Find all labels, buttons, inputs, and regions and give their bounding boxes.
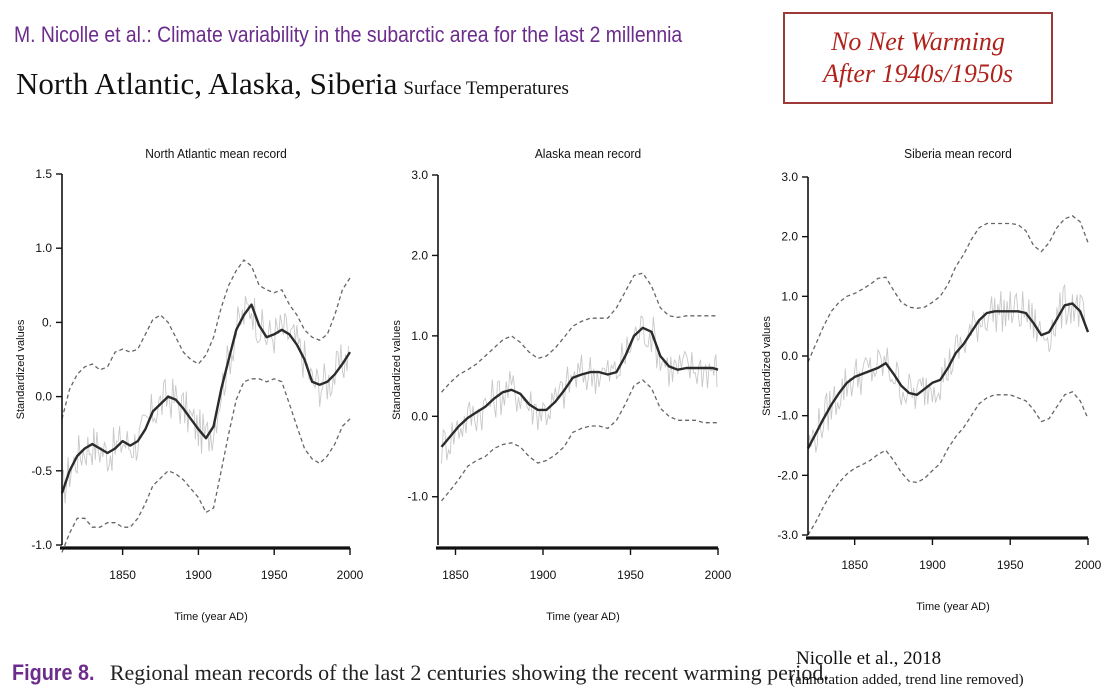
y-tick-label: 3.0 bbox=[411, 168, 428, 182]
x-tick-label: 1850 bbox=[841, 558, 868, 572]
lower-bound-line bbox=[807, 391, 1089, 536]
subtitle-text: Surface Temperatures bbox=[403, 78, 569, 99]
y-tick-label: 0.0 bbox=[411, 409, 428, 423]
caption-text: Regional mean records of the last 2 cent… bbox=[109, 660, 829, 685]
x-tick-label: 1950 bbox=[261, 568, 288, 582]
raw-series-line bbox=[61, 295, 349, 504]
x-tick-label: 1850 bbox=[442, 568, 469, 582]
y-tick-label: 3.0 bbox=[781, 170, 798, 184]
x-tick-label: 2000 bbox=[337, 568, 364, 582]
mean-series-line bbox=[440, 326, 719, 448]
raw-series-line bbox=[441, 315, 718, 464]
y-tick-label: 0.0 bbox=[35, 390, 52, 404]
raw-series-line bbox=[807, 284, 1087, 455]
x-tick-label: 1950 bbox=[997, 558, 1024, 572]
x-tick-label: 2000 bbox=[705, 568, 732, 582]
source-note: (annotation added, trend line removed) bbox=[790, 672, 1024, 688]
upper-bound-line bbox=[61, 259, 351, 420]
figure-label: Figure 8. bbox=[12, 660, 95, 685]
mean-series-line bbox=[60, 303, 352, 494]
y-tick-label: -3.0 bbox=[777, 528, 798, 542]
y-axis-label: Standardized values bbox=[15, 319, 27, 419]
citation-line: M. Nicolle et al.: Climate variability i… bbox=[14, 22, 683, 47]
x-tick-label: 1900 bbox=[185, 568, 212, 582]
x-tick-label: 1950 bbox=[617, 568, 644, 582]
y-tick-label: 0.0 bbox=[781, 349, 798, 363]
title-text: North Atlantic, Alaska, Siberia bbox=[16, 66, 398, 101]
y-axis-label: Standardized values bbox=[391, 320, 403, 420]
north-atlantic-chart: North Atlantic mean record 1.5 1.0 0. 0.0 -0.… bbox=[15, 147, 364, 623]
chart-title: Alaska mean record bbox=[535, 147, 641, 162]
x-tick-label: 1900 bbox=[919, 558, 946, 572]
y-tick-label: -0.5 bbox=[31, 464, 52, 478]
x-tick-label: 2000 bbox=[1075, 558, 1102, 572]
y-tick-label: 1.0 bbox=[411, 329, 428, 343]
source-credit: Nicolle et al., 2018 bbox=[796, 648, 942, 669]
alaska-chart: Alaska mean record 3.0 2.0 1.0 0.0 -1.0 1850 19… bbox=[391, 147, 732, 623]
y-tick-label: 0. bbox=[42, 315, 52, 329]
x-axis-label: Time (year AD) bbox=[174, 611, 248, 623]
chart-title: North Atlantic mean record bbox=[145, 147, 287, 162]
y-tick-label: -1.0 bbox=[407, 490, 428, 504]
annotation-box: No Net Warming After 1940s/1950s bbox=[783, 12, 1053, 104]
y-tick-label: 2.0 bbox=[781, 230, 798, 244]
figure-caption: Figure 8. Regional mean records of the l… bbox=[12, 660, 829, 686]
y-tick-label: -2.0 bbox=[777, 468, 798, 482]
x-tick-label: 1900 bbox=[530, 568, 557, 582]
y-tick-label: -1.0 bbox=[31, 538, 52, 552]
x-axis-label: Time (year AD) bbox=[546, 611, 620, 623]
siberia-chart: Siberia mean record 3.0 2.0 1.0 0.0 -1.0 -2.0 -… bbox=[761, 147, 1102, 613]
y-tick-label: 1.0 bbox=[35, 241, 52, 255]
y-tick-label: -1.0 bbox=[777, 409, 798, 423]
y-tick-label: 1.0 bbox=[781, 289, 798, 303]
x-tick-label: 1850 bbox=[109, 568, 136, 582]
lower-bound-line bbox=[441, 379, 718, 502]
lower-bound-line bbox=[61, 378, 351, 553]
annotation-line-2: After 1940s/1950s bbox=[823, 59, 1013, 88]
upper-bound-line bbox=[807, 215, 1089, 363]
y-tick-label: 2.0 bbox=[411, 248, 428, 262]
mean-series-line bbox=[806, 302, 1090, 450]
y-tick-label: 1.5 bbox=[35, 167, 52, 181]
annotation-line-1: No Net Warming bbox=[831, 27, 1005, 56]
page-title: North Atlantic, Alaska, Siberia Surface T… bbox=[16, 66, 569, 102]
chart-title: Siberia mean record bbox=[904, 147, 1012, 162]
upper-bound-line bbox=[441, 272, 718, 393]
y-axis-label: Standardized values bbox=[761, 316, 773, 416]
x-axis-label: Time (year AD) bbox=[916, 601, 990, 613]
